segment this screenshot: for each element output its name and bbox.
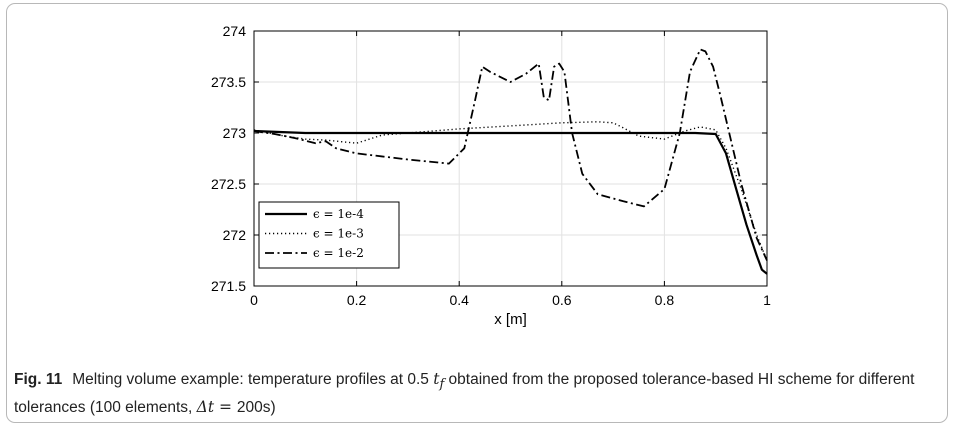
legend-label-3: ϵ = 1e-2 [313,246,364,260]
legend-label-1: ϵ = 1e-4 [313,207,364,221]
x-tick-label: 0.6 [552,292,572,308]
y-tick-label: 273.5 [211,74,246,90]
tf-subscript: f [439,377,445,393]
series-line-1 [253,129,768,275]
figure-caption: Fig. 11 Melting volume example: temperatu… [14,368,934,419]
series-lines [253,48,768,275]
tf-symbol: t [433,370,440,388]
figure-label: Fig. 11 [14,371,63,388]
x-tick-label: 1 [763,292,771,308]
axis-ticks: 0 0.2 0.4 0.6 0.8 1 271.5 272 272.5 273 273.5 274 [211,23,771,308]
plot-area-frame [253,30,768,287]
x-tick-label: 0.4 [449,292,469,308]
y-tick-label: 274 [223,23,247,39]
series-line-3 [253,48,768,261]
figure-frame [6,3,948,423]
x-axis-title: x [m] [494,311,527,328]
caption-text-part2: obtained from the proposed tolerance-bas… [14,371,915,417]
y-tick-label: 271.5 [211,278,246,294]
x-tick-label: 0.2 [347,292,367,308]
dt-expression: Δt = [196,398,237,417]
dt-value: 200s) [236,399,276,417]
caption-text-part1: Melting volume example: temperature prof… [72,371,434,388]
line-chart: 0 0.2 0.4 0.6 0.8 1 271.5 272 272.5 273 273.5 274 x… [211,23,771,328]
x-tick-label: 0.8 [655,292,675,308]
x-tick-label: 0 [250,292,258,308]
y-tick-label: 273 [223,125,247,141]
legend: ϵ = 1e-4 ϵ = 1e-3 ϵ = 1e-2 [258,201,400,269]
y-tick-label: 272 [223,227,247,243]
y-tick-label: 272.5 [211,176,246,192]
legend-label-2: ϵ = 1e-3 [313,227,364,241]
